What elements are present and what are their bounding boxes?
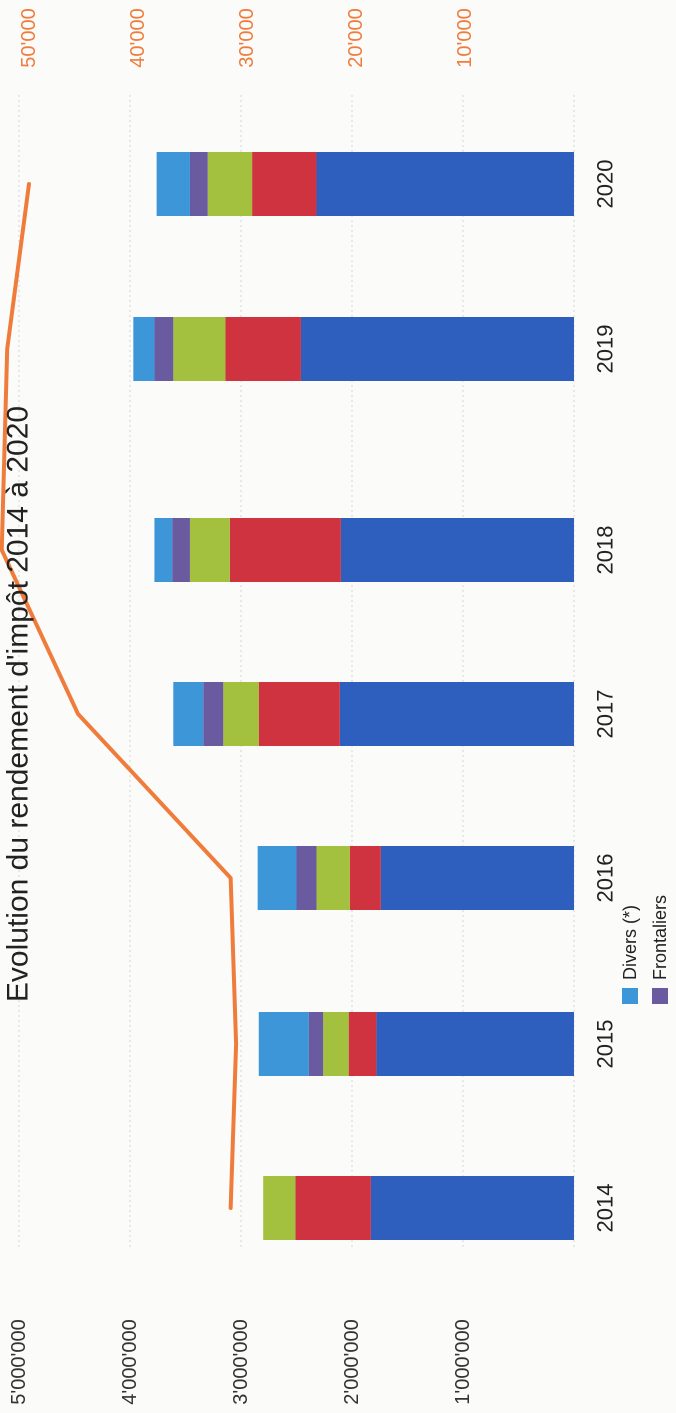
bar-segment	[296, 846, 317, 910]
bar-segment	[189, 518, 230, 582]
bar-segment	[316, 152, 574, 216]
bar-segment	[308, 1012, 324, 1076]
primary-tick-label: 3'000'000	[230, 1319, 252, 1405]
primary-tick-label: 5'000'000	[8, 1319, 30, 1405]
bar-segment	[173, 317, 226, 381]
bar-segment	[258, 682, 340, 746]
secondary-tick-label: 40'000	[127, 8, 149, 67]
gridlines	[18, 95, 575, 1250]
category-label: 2017	[593, 690, 618, 739]
legend-swatch	[652, 988, 668, 1004]
bar-segment	[349, 846, 381, 910]
secondary-tick-label: 10'000	[454, 8, 476, 67]
bar-segment	[154, 317, 174, 381]
category-label: 2015	[593, 1020, 618, 1069]
bar-segment	[370, 1176, 574, 1240]
legend-swatch	[622, 988, 638, 1004]
chart-title: Evolution du rendement d'impôt 2014 à 20…	[2, 406, 35, 1002]
bar-segment	[348, 1012, 377, 1076]
bar-segment	[173, 682, 204, 746]
bar-segment	[323, 1012, 349, 1076]
legend-label: Divers (*)	[620, 905, 640, 980]
trend-line-layer	[0, 182, 239, 1210]
category-axis: 2014 2015 2016 2017 2018 2019 2020	[593, 160, 618, 1233]
category-label: 2019	[593, 325, 618, 374]
primary-tick-label: 4'000'000	[119, 1319, 141, 1405]
bar-segment	[258, 1012, 309, 1076]
category-label: 2016	[593, 854, 618, 903]
category-label: 2020	[593, 160, 618, 209]
bar-segment	[229, 518, 341, 582]
bar-segment	[225, 317, 301, 381]
legend-label: Frontaliers	[650, 895, 670, 980]
primary-tick-label: 1'000'000	[452, 1319, 474, 1405]
bar-segment	[257, 846, 297, 910]
primary-axis: 1'000'000 2'000'000 3'000'000 4'000'000 5'00…	[8, 1319, 474, 1405]
bar-segment	[300, 317, 574, 381]
bar-segment	[154, 518, 173, 582]
legend: Divers (*) Frontaliers	[620, 895, 670, 1004]
secondary-tick-label: 50'000	[18, 8, 40, 67]
bar-segment	[252, 152, 317, 216]
bar-segment	[295, 1176, 371, 1240]
bar-segment	[189, 152, 208, 216]
bar-segment	[339, 682, 574, 746]
bar-segment	[380, 846, 574, 910]
bar-segment	[133, 317, 155, 381]
category-label: 2018	[593, 526, 618, 575]
bar-segment	[316, 846, 350, 910]
secondary-tick-label: 30'000	[236, 8, 258, 67]
bar-segment	[172, 518, 190, 582]
trend-line	[0, 182, 239, 1210]
bar-segment	[376, 1012, 574, 1076]
category-label: 2014	[593, 1184, 618, 1233]
bars	[133, 152, 574, 1240]
bar-segment	[207, 152, 253, 216]
bar-segment	[263, 1176, 296, 1240]
secondary-tick-label: 20'000	[345, 8, 367, 67]
bar-segment	[340, 518, 574, 582]
bar-segment	[156, 152, 190, 216]
primary-tick-label: 2'000'000	[341, 1319, 363, 1405]
bar-segment	[203, 682, 224, 746]
bar-segment	[223, 682, 259, 746]
